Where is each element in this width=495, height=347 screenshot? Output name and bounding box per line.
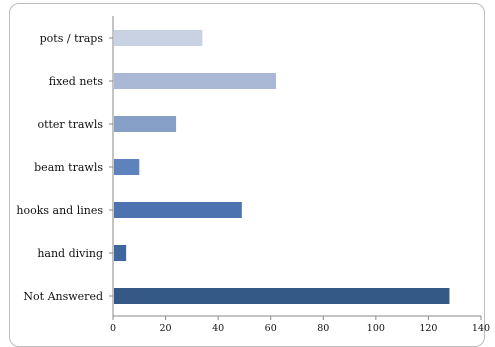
bar-not-answered [114,288,450,304]
bar-beam-trawls [114,159,140,175]
bar-hooks-and-lines [114,202,242,218]
x-tick-label: 0 [110,323,116,334]
bars-group [114,30,450,304]
axes-group [109,16,482,320]
category-label: Not Answered [23,290,103,303]
category-label: otter trawls [37,118,103,131]
category-label: pots / traps [40,32,104,45]
x-tick-label: 20 [160,323,172,334]
x-tick-label: 100 [367,323,385,334]
x-tick-label: 120 [419,323,437,334]
x-tick-label: 80 [317,323,329,334]
x-tick-label: 60 [265,323,277,334]
bar-hand-diving [114,245,127,261]
bar-pots-traps [114,30,203,46]
x-tick-label: 140 [472,323,490,334]
category-label: hand diving [37,247,103,260]
category-label: hooks and lines [16,204,103,217]
x-tick-label: 40 [212,323,224,334]
category-label: fixed nets [49,75,104,88]
category-labels-group: pots / traps fixed nets otter trawls beam t… [16,32,103,303]
bar-otter-trawls [114,116,177,132]
bar-fixed-nets [114,73,276,89]
category-label: beam trawls [34,161,103,174]
tick-labels-group: 0 20 40 60 80 100 120 140 [110,323,490,334]
